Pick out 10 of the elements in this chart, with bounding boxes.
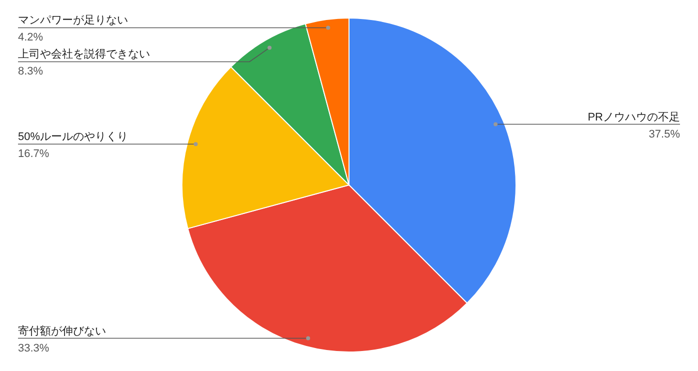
slice-label: 寄付額が伸びない (18, 324, 106, 338)
slice-label: マンパワーが足りない (18, 14, 128, 27)
slice-label: 50%ルールのやりくり (18, 131, 128, 144)
data-label: 33.3% (18, 342, 50, 354)
slice-label: PRノウハウの不足 (588, 111, 680, 124)
data-label: 8.3% (18, 66, 44, 78)
data-label: 4.2% (18, 32, 44, 44)
data-label: 37.5% (648, 128, 680, 140)
slice-label: 上司や会社を説得できない (18, 48, 150, 61)
data-label: 16.7% (18, 148, 50, 160)
